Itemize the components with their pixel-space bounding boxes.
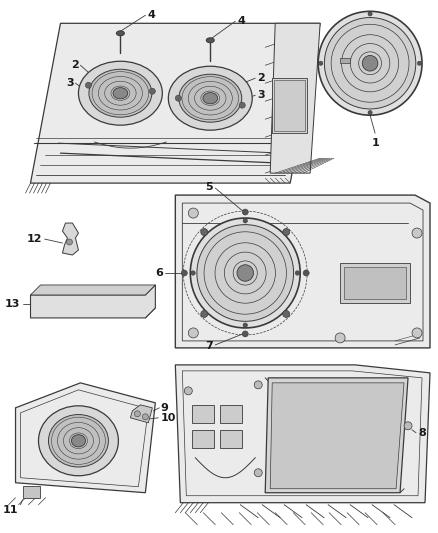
Ellipse shape (203, 93, 218, 104)
Circle shape (239, 102, 245, 108)
Circle shape (184, 387, 192, 395)
Polygon shape (131, 405, 152, 423)
Polygon shape (270, 383, 404, 489)
Circle shape (254, 469, 262, 477)
Bar (344, 267, 406, 299)
Circle shape (243, 323, 247, 327)
Circle shape (283, 229, 290, 236)
Bar (192, 430, 214, 448)
Circle shape (149, 88, 155, 94)
Text: 3: 3 (66, 78, 74, 88)
Circle shape (67, 239, 72, 245)
Ellipse shape (71, 435, 85, 447)
Bar (274, 80, 305, 131)
Ellipse shape (78, 61, 162, 125)
Circle shape (242, 331, 248, 337)
Polygon shape (270, 23, 320, 173)
Circle shape (412, 328, 422, 338)
Ellipse shape (89, 69, 152, 117)
Polygon shape (175, 365, 430, 503)
Polygon shape (31, 23, 320, 183)
Circle shape (417, 61, 421, 66)
Circle shape (201, 310, 208, 318)
Circle shape (237, 265, 254, 281)
Bar (192, 405, 214, 423)
Circle shape (191, 271, 195, 275)
Text: 3: 3 (257, 90, 265, 100)
Ellipse shape (117, 31, 124, 36)
Text: 8: 8 (418, 428, 426, 438)
Circle shape (175, 95, 181, 101)
Circle shape (362, 55, 378, 71)
Text: 1: 1 (371, 138, 379, 148)
Polygon shape (31, 285, 155, 295)
Polygon shape (63, 223, 78, 255)
Circle shape (188, 208, 198, 218)
Circle shape (303, 270, 309, 276)
Circle shape (335, 333, 345, 343)
Circle shape (295, 271, 300, 275)
Text: 13: 13 (5, 299, 21, 309)
Text: 7: 7 (205, 341, 213, 351)
Circle shape (319, 61, 323, 66)
Circle shape (197, 224, 293, 321)
Text: 2: 2 (71, 60, 78, 70)
Circle shape (318, 11, 422, 115)
Circle shape (325, 18, 416, 109)
Circle shape (142, 414, 148, 420)
Circle shape (188, 328, 198, 338)
Circle shape (243, 219, 247, 223)
Circle shape (134, 411, 140, 417)
Circle shape (190, 218, 300, 328)
Text: 10: 10 (160, 413, 176, 423)
Ellipse shape (179, 74, 242, 122)
Bar (220, 405, 242, 423)
Polygon shape (31, 285, 155, 318)
Ellipse shape (49, 415, 109, 467)
Bar (340, 58, 350, 63)
Polygon shape (175, 195, 430, 348)
Ellipse shape (113, 87, 128, 99)
Circle shape (404, 422, 412, 430)
Bar (0, 353, 438, 532)
Text: 4: 4 (237, 17, 245, 26)
Bar (0, 1, 438, 193)
Circle shape (181, 270, 187, 276)
Circle shape (283, 310, 290, 318)
Text: 5: 5 (206, 182, 213, 192)
Circle shape (201, 229, 208, 236)
Circle shape (412, 228, 422, 238)
Text: 6: 6 (155, 268, 163, 278)
Circle shape (85, 82, 92, 88)
Text: 2: 2 (257, 73, 265, 83)
Circle shape (242, 209, 248, 215)
Text: 9: 9 (160, 403, 168, 413)
Circle shape (368, 12, 372, 16)
Polygon shape (15, 383, 155, 492)
Bar (22, 486, 40, 498)
Text: 12: 12 (27, 234, 42, 244)
Circle shape (254, 381, 262, 389)
Ellipse shape (206, 38, 214, 43)
Bar (340, 263, 410, 303)
Ellipse shape (168, 66, 252, 130)
Ellipse shape (39, 406, 118, 476)
Bar (220, 430, 242, 448)
Polygon shape (265, 378, 408, 492)
Text: 4: 4 (147, 10, 155, 20)
Circle shape (368, 110, 372, 115)
Bar (0, 193, 438, 358)
Bar (272, 78, 307, 133)
Text: 11: 11 (3, 505, 18, 515)
